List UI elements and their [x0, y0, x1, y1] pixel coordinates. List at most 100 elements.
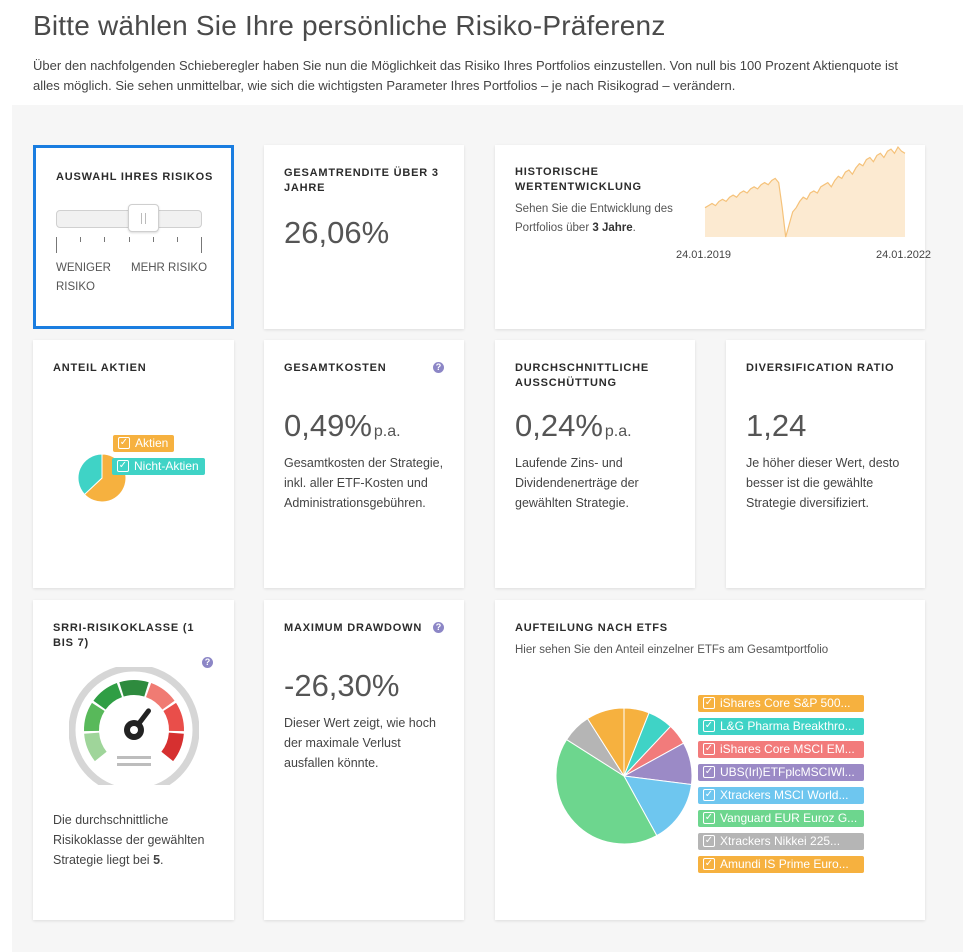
- srri-card: SRRI-Risikoklasse (1 bis 7) ? Die durchs…: [33, 600, 234, 920]
- srri-gauge: [69, 667, 199, 785]
- slider-tick: [104, 237, 106, 242]
- max-drawdown-title: Maximum Drawdown: [284, 622, 423, 634]
- legend-label: Nicht-Aktien: [134, 459, 199, 473]
- srri-help-icon[interactable]: ?: [202, 657, 213, 668]
- etf-legend-item[interactable]: ✓ L&G Pharma Breakthro...: [698, 718, 864, 735]
- total-return-title: Gesamtrendite über 3 Jahre: [284, 167, 439, 194]
- slider-ticks: [56, 237, 202, 253]
- max-drawdown-value: -26,30%: [284, 668, 400, 703]
- etf-legend-item[interactable]: ✓ Xtrackers MSCI World...: [698, 787, 864, 804]
- checkbox-icon[interactable]: ✓: [703, 789, 715, 801]
- slider-tick: [201, 237, 202, 253]
- page-title: Bitte wählen Sie Ihre persönliche Risiko…: [33, 10, 666, 41]
- total-costs-value: 0,49% p.a.: [284, 408, 401, 443]
- gauge-segment: [93, 683, 122, 710]
- legend-label: iShares Core MSCI EM...: [720, 742, 855, 756]
- checkbox-icon[interactable]: ✓: [703, 743, 715, 755]
- legend-label: Xtrackers MSCI World...: [720, 788, 849, 802]
- equity-pie-slice[interactable]: [77, 453, 103, 496]
- checkbox-icon[interactable]: ✓: [118, 437, 130, 449]
- distribution-desc: Laufende Zins- und Dividendenerträge der…: [515, 456, 639, 510]
- gauge-hub-center: [130, 726, 138, 734]
- history-title: Historische Wertentwicklung: [515, 166, 642, 193]
- legend-label: L&G Pharma Breakthro...: [720, 719, 855, 733]
- legend-label: Xtrackers Nikkei 225...: [720, 834, 841, 848]
- etf-split-title: Aufteilung nach ETFs: [515, 622, 668, 634]
- slider-tick: [176, 237, 178, 242]
- risk-selector-card: Auswahl Ihres Risikos WENIGER RISIKO MEH…: [33, 145, 234, 329]
- distribution-card: Durchschnittliche Ausschüttung 0,24% p.a.…: [495, 340, 695, 588]
- gauge-segment: [84, 732, 107, 762]
- more-risk-label: MEHR RISIKO: [131, 262, 208, 274]
- checkbox-icon[interactable]: ✓: [703, 766, 715, 778]
- slider-tick: [128, 237, 130, 242]
- less-risk-label: WENIGER RISIKO: [56, 262, 111, 293]
- legend-label: UBS(Irl)ETFplcMSCIWl...: [720, 765, 855, 779]
- legend-label: Vanguard EUR Euroz G...: [720, 811, 858, 825]
- diversification-value: 1,24: [746, 408, 807, 443]
- checkbox-icon[interactable]: ✓: [703, 812, 715, 824]
- diversification-desc: Je höher dieser Wert, desto besser ist d…: [746, 456, 900, 510]
- history-area: [705, 147, 905, 237]
- etf-legend-item[interactable]: ✓ iShares Core MSCI EM...: [698, 741, 864, 758]
- gauge-base-line: [117, 756, 151, 759]
- etf-pie-chart: [555, 707, 693, 845]
- gauge-segment: [146, 683, 175, 710]
- etf-legend-item[interactable]: ✓ Xtrackers Nikkei 225...: [698, 833, 864, 850]
- distribution-value: 0,24% p.a.: [515, 408, 632, 443]
- page-intro: Über den nachfolgenden Schieberegler hab…: [33, 58, 899, 93]
- etf-legend-item[interactable]: ✓ UBS(Irl)ETFplcMSCIWl...: [698, 764, 864, 781]
- gauge-base-line: [117, 763, 151, 766]
- risk-selector-title: Auswahl Ihres Risikos: [56, 171, 214, 183]
- slider-tick: [152, 237, 154, 242]
- max-drawdown-desc: Dieser Wert zeigt, wie hoch der maximale…: [284, 716, 436, 770]
- total-costs-help-icon[interactable]: ?: [433, 362, 444, 373]
- history-line-chart: [704, 145, 906, 238]
- distribution-title: Durchschnittliche Ausschüttung: [515, 362, 649, 389]
- srri-title: SRRI-Risikoklasse (1 bis 7): [53, 622, 195, 649]
- gauge-segment: [119, 680, 149, 697]
- checkbox-icon[interactable]: ✓: [703, 858, 715, 870]
- total-costs-title: Gesamtkosten: [284, 362, 387, 374]
- etf-split-card: Aufteilung nach ETFs Hier sehen Sie den …: [495, 600, 925, 920]
- diversification-card: Diversification Ratio 1,24 Je höher dies…: [726, 340, 925, 588]
- history-line: [704, 145, 906, 238]
- history-desc: Sehen Sie die Entwicklung des Portfolios…: [515, 203, 673, 234]
- checkbox-icon[interactable]: ✓: [703, 835, 715, 847]
- total-return-card: Gesamtrendite über 3 Jahre 26,06%: [264, 145, 464, 329]
- etf-legend-item[interactable]: ✓ Vanguard EUR Euroz G...: [698, 810, 864, 827]
- gauge-segment: [163, 702, 184, 732]
- etf-split-subtitle: Hier sehen Sie den Anteil einzelner ETFs…: [515, 644, 829, 656]
- etf-pie-slice[interactable]: [586, 707, 625, 778]
- equity-share-card: Anteil Aktien ✓ Aktien ✓ Nicht-Aktien: [33, 340, 234, 588]
- slider-tick: [80, 237, 82, 242]
- equity-share-title: Anteil Aktien: [53, 362, 147, 374]
- slider-tick: [56, 237, 57, 253]
- gauge-segment: [84, 702, 105, 732]
- etf-legend-item[interactable]: ✓ iShares Core S&P 500...: [698, 695, 864, 712]
- legend-label: Amundi IS Prime Euro...: [720, 857, 849, 871]
- srri-desc: Die durchschnittliche Risikoklasse der g…: [53, 813, 205, 867]
- equity-legend-item[interactable]: ✓ Nicht-Aktien: [112, 458, 205, 475]
- max-drawdown-help-icon[interactable]: ?: [433, 622, 444, 633]
- checkbox-icon[interactable]: ✓: [703, 697, 715, 709]
- history-start-date: 24.01.2019: [676, 249, 732, 261]
- total-costs-desc: Gesamtkosten der Strategie, inkl. aller …: [284, 456, 444, 510]
- gauge-segment: [161, 732, 184, 762]
- risk-slider[interactable]: [56, 204, 202, 232]
- total-return-value: 26,06%: [284, 215, 390, 250]
- history-card: Historische Wertentwicklung Sehen Sie di…: [495, 145, 931, 329]
- equity-legend-item[interactable]: ✓ Aktien: [113, 435, 175, 452]
- max-drawdown-card: Maximum Drawdown ? -26,30% Dieser Wert z…: [264, 600, 464, 920]
- checkbox-icon[interactable]: ✓: [703, 720, 715, 732]
- etf-legend-item[interactable]: ✓ Amundi IS Prime Euro...: [698, 856, 864, 873]
- slider-handle[interactable]: [128, 204, 160, 232]
- legend-label: Aktien: [135, 436, 169, 450]
- etf-pie-slice[interactable]: [623, 775, 693, 837]
- etf-pie-slice[interactable]: [555, 738, 658, 845]
- total-costs-card: Gesamtkosten ? 0,49% p.a. Gesamtkosten de…: [264, 340, 464, 588]
- legend-label: iShares Core S&P 500...: [720, 696, 851, 710]
- history-end-date: 24.01.2022: [876, 249, 932, 261]
- diversification-title: Diversification Ratio: [746, 362, 895, 374]
- checkbox-icon[interactable]: ✓: [117, 460, 129, 472]
